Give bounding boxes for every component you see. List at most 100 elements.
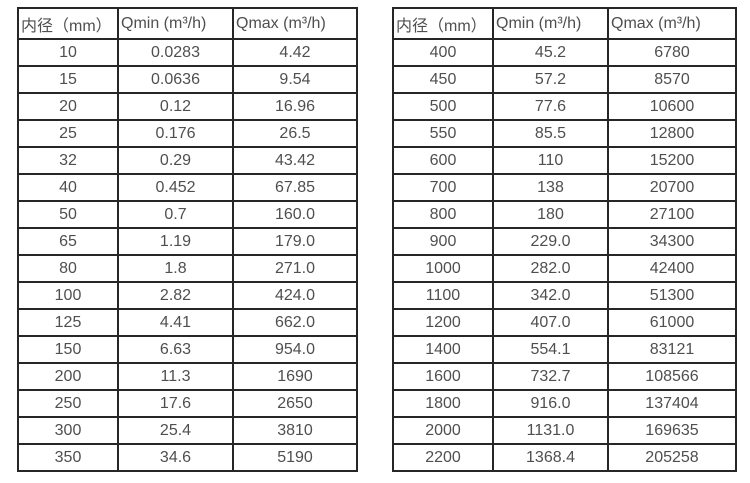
column-header: 内径（mm）: [17, 7, 119, 40]
table-row: 550 85.5 12800: [392, 119, 737, 148]
table-row: 65 1.19 179.0: [17, 227, 358, 256]
table-cell: 271.0: [232, 254, 358, 283]
table-cell: 42400: [607, 254, 737, 283]
table-cell: 550: [392, 119, 494, 148]
table-cell: 125: [17, 308, 119, 337]
table-cell: 10600: [607, 92, 737, 121]
table-row: 1100 342.0 51300: [392, 281, 737, 310]
table-cell: 45.2: [492, 38, 609, 67]
table-row: 600 110 15200: [392, 146, 737, 175]
table-cell: 137404: [607, 389, 737, 418]
table-cell: 450: [392, 65, 494, 94]
table-row: 50 0.7 160.0: [17, 200, 358, 229]
table-cell: 1690: [232, 362, 358, 391]
table-cell: 108566: [607, 362, 737, 391]
column-header: Qmax (m³/h): [232, 7, 358, 40]
table-cell: 12800: [607, 119, 737, 148]
table-cell: 1368.4: [492, 443, 609, 472]
flow-table-dn10-350: 内径（mm） Qmin (m³/h) Qmax (m³/h) 10 0.0283 4.4…: [17, 7, 358, 472]
table-cell: 61000: [607, 308, 737, 337]
table-cell: 662.0: [232, 308, 358, 337]
table-cell: 43.42: [232, 146, 358, 175]
table-row: 300 25.4 3810: [17, 416, 358, 445]
table-cell: 916.0: [492, 389, 609, 418]
column-header: Qmin (m³/h): [117, 7, 234, 40]
table-row: 80 1.8 271.0: [17, 254, 358, 283]
table-cell: 0.0283: [117, 38, 234, 67]
table-cell: 5190: [232, 443, 358, 472]
table-cell: 1600: [392, 362, 494, 391]
table-cell: 180: [492, 200, 609, 229]
table-cell: 80: [17, 254, 119, 283]
table-cell: 400: [392, 38, 494, 67]
table-cell: 2200: [392, 443, 494, 472]
table-row: 1200 407.0 61000: [392, 308, 737, 337]
table-cell: 700: [392, 173, 494, 202]
table-body: 10 0.0283 4.42 15 0.0636 9.54 20 0.12 16.96 25 0.1…: [17, 38, 358, 472]
table-cell: 1131.0: [492, 416, 609, 445]
table-cell: 4.41: [117, 308, 234, 337]
table-cell: 9.54: [232, 65, 358, 94]
table-cell: 2650: [232, 389, 358, 418]
header-row: 内径（mm） Qmin (m³/h) Qmax (m³/h): [392, 7, 737, 40]
table-cell: 0.7: [117, 200, 234, 229]
table-body: 400 45.2 6780 450 57.2 8570 500 77.6 10600 550 85.…: [392, 38, 737, 472]
table-row: 250 17.6 2650: [17, 389, 358, 418]
table-cell: 10: [17, 38, 119, 67]
table-cell: 150: [17, 335, 119, 364]
table-cell: 1100: [392, 281, 494, 310]
table-cell: 0.29: [117, 146, 234, 175]
table-cell: 1.19: [117, 227, 234, 256]
table-cell: 65: [17, 227, 119, 256]
table-cell: 11.3: [117, 362, 234, 391]
table-cell: 500: [392, 92, 494, 121]
table-cell: 6.63: [117, 335, 234, 364]
table-row: 450 57.2 8570: [392, 65, 737, 94]
table-cell: 169635: [607, 416, 737, 445]
table-cell: 77.6: [492, 92, 609, 121]
table-row: 20 0.12 16.96: [17, 92, 358, 121]
table-cell: 15200: [607, 146, 737, 175]
table-cell: 138: [492, 173, 609, 202]
table-cell: 0.12: [117, 92, 234, 121]
table-cell: 50: [17, 200, 119, 229]
table-cell: 34.6: [117, 443, 234, 472]
table-row: 400 45.2 6780: [392, 38, 737, 67]
table-row: 900 229.0 34300: [392, 227, 737, 256]
table-cell: 554.1: [492, 335, 609, 364]
table-cell: 17.6: [117, 389, 234, 418]
table-cell: 350: [17, 443, 119, 472]
table-cell: 27100: [607, 200, 737, 229]
table-row: 350 34.6 5190: [17, 443, 358, 472]
table-cell: 16.96: [232, 92, 358, 121]
table-row: 1600 732.7 108566: [392, 362, 737, 391]
table-cell: 57.2: [492, 65, 609, 94]
table-row: 500 77.6 10600: [392, 92, 737, 121]
table-row: 2000 1131.0 169635: [392, 416, 737, 445]
table-cell: 1.8: [117, 254, 234, 283]
table-cell: 1400: [392, 335, 494, 364]
table-cell: 110: [492, 146, 609, 175]
table-row: 100 2.82 424.0: [17, 281, 358, 310]
table-cell: 34300: [607, 227, 737, 256]
table-cell: 26.5: [232, 119, 358, 148]
flow-table-dn400-2200: 内径（mm） Qmin (m³/h) Qmax (m³/h) 400 45.2 6780…: [392, 7, 737, 472]
table-row: 32 0.29 43.42: [17, 146, 358, 175]
table-cell: 250: [17, 389, 119, 418]
table-row: 800 180 27100: [392, 200, 737, 229]
table-cell: 160.0: [232, 200, 358, 229]
table-cell: 3810: [232, 416, 358, 445]
column-header: Qmin (m³/h): [492, 7, 609, 40]
table-row: 40 0.452 67.85: [17, 173, 358, 202]
table-cell: 179.0: [232, 227, 358, 256]
table-cell: 900: [392, 227, 494, 256]
table-cell: 342.0: [492, 281, 609, 310]
table-cell: 20700: [607, 173, 737, 202]
table-cell: 800: [392, 200, 494, 229]
table-cell: 100: [17, 281, 119, 310]
table-cell: 0.452: [117, 173, 234, 202]
table-cell: 1200: [392, 308, 494, 337]
table-cell: 407.0: [492, 308, 609, 337]
table-cell: 32: [17, 146, 119, 175]
table-cell: 51300: [607, 281, 737, 310]
